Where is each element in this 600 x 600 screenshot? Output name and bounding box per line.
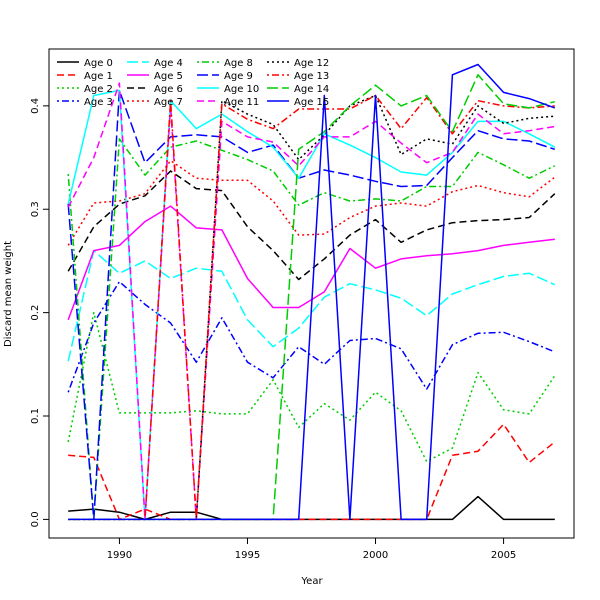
series-line-age-9 [67, 89, 556, 521]
x-axis: 1990 1995 2000 2005 [107, 538, 516, 561]
series-line-age-1 [68, 423, 556, 521]
x-tick-label: 2000 [363, 550, 388, 561]
series-line-age-13 [68, 94, 555, 521]
legend-label: Age 13 [294, 71, 329, 82]
y-axis: 0.0 0.1 0.2 0.3 0.4 [30, 98, 49, 527]
series-line-age-2 [67, 311, 556, 463]
legend-label: Age 3 [84, 97, 113, 108]
y-tick-label: 0.2 [30, 305, 41, 321]
legend-label: Age 7 [154, 97, 183, 108]
legend-label: Age 4 [154, 58, 183, 69]
legend-label: Age 2 [84, 84, 113, 95]
series-line-age-8 [67, 138, 556, 521]
series-line-age-6 [67, 170, 556, 281]
legend-label: Age 15 [294, 97, 329, 108]
legend-label: Age 6 [154, 84, 183, 95]
legend-label: Age 11 [224, 97, 259, 108]
y-tick-label: 0.1 [30, 408, 41, 424]
legend-label: Age 8 [224, 58, 253, 69]
x-tick-label: 1990 [107, 550, 132, 561]
legend-label: Age 0 [84, 58, 113, 69]
series-line-age-15 [68, 63, 556, 521]
plot-frame [48, 48, 575, 539]
y-tick-label: 0.4 [30, 98, 41, 114]
y-tick-label: 0.0 [30, 511, 41, 527]
series-layer [67, 63, 556, 521]
legend-label: Age 1 [84, 71, 113, 82]
legend-label: Age 10 [224, 84, 259, 95]
legend-label: Age 5 [154, 71, 183, 82]
x-tick-label: 1995 [235, 550, 260, 561]
x-axis-label: Year [300, 576, 323, 587]
y-tick-label: 0.3 [30, 201, 41, 217]
series-line-age-0 [68, 495, 555, 521]
y-axis-label: Discard mean weight [3, 241, 14, 347]
legend-label: Age 14 [294, 84, 329, 95]
series-line-age-4 [67, 249, 556, 362]
legend: Age 0 Age 1 Age 2 Age 3 Age 4 Age 5 Age 6 Age 7… [57, 58, 329, 108]
legend-label: Age 9 [224, 71, 253, 82]
x-tick-label: 2005 [491, 550, 516, 561]
legend-label: Age 12 [294, 58, 329, 69]
